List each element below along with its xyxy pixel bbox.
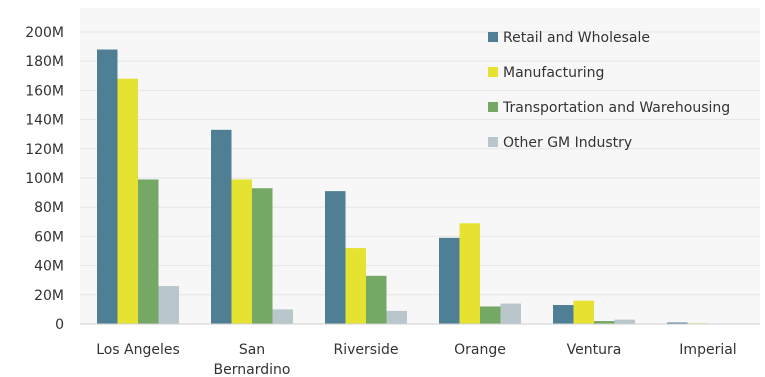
legend-swatch (488, 137, 498, 147)
plot-area (80, 8, 760, 324)
x-tick-label-line: Bernardino (214, 362, 291, 377)
legend-swatch (488, 32, 498, 42)
bar (667, 322, 688, 324)
bar (480, 306, 501, 324)
y-tick-label: 180M (25, 54, 64, 70)
bar (553, 305, 574, 324)
x-tick-label-line: Ventura (567, 342, 622, 358)
x-tick-label-line: Riverside (334, 342, 399, 358)
bar (345, 248, 366, 324)
y-tick-label: 0 (55, 317, 64, 333)
bar (325, 191, 346, 324)
y-tick-label: 20M (34, 288, 64, 304)
bars (97, 49, 749, 325)
y-tick-label: 60M (34, 229, 64, 245)
y-tick-label: 40M (34, 259, 64, 275)
legend-label: Manufacturing (503, 65, 604, 81)
x-tick-label: San Bernardino (214, 342, 291, 377)
bar (272, 309, 293, 324)
x-tick-label: Riverside (334, 342, 399, 358)
bar (614, 319, 635, 324)
legend-swatch (488, 102, 498, 112)
bar (158, 286, 179, 324)
bar (459, 223, 480, 324)
y-tick-label: 160M (25, 83, 64, 99)
bar (573, 300, 594, 324)
x-tick-label: Imperial (679, 342, 736, 358)
x-tick-label-line: Imperial (679, 342, 736, 358)
x-tick-label-line: Orange (454, 342, 506, 358)
bar (97, 49, 118, 325)
bar (231, 179, 252, 324)
legend-label: Retail and Wholesale (503, 30, 650, 46)
x-tick-label-line: San (239, 342, 265, 358)
bar (211, 129, 232, 324)
bar (366, 275, 387, 324)
x-tick-label: Ventura (567, 342, 622, 358)
y-tick-label: 120M (25, 142, 64, 158)
y-tick-label: 100M (25, 171, 64, 187)
bar (386, 310, 407, 324)
bar (439, 237, 460, 324)
x-tick-label-line: Los Angeles (96, 342, 180, 358)
x-tick-label: Los Angeles (96, 342, 180, 358)
legend: Retail and Wholesale Manufacturing Transpo… (488, 30, 730, 151)
legend-label: Other GM Industry (503, 135, 632, 151)
bar (117, 78, 138, 324)
x-tick-label: Orange (454, 342, 506, 358)
bar (138, 179, 159, 324)
bar (594, 321, 615, 324)
bar (252, 188, 273, 324)
y-axis: 0 20M 40M 60M 80M 100M 120M 140M 160M 180M 200M (25, 25, 64, 333)
y-tick-label: 140M (25, 113, 64, 129)
legend-swatch (488, 67, 498, 77)
x-axis: Los Angeles San Bernardino Riverside Orange V… (96, 342, 737, 377)
y-tick-label: 200M (25, 25, 64, 41)
y-tick-label: 80M (34, 200, 64, 216)
legend-label: Transportation and Warehousing (502, 100, 730, 116)
bar (500, 303, 521, 324)
gridlines (80, 31, 760, 296)
